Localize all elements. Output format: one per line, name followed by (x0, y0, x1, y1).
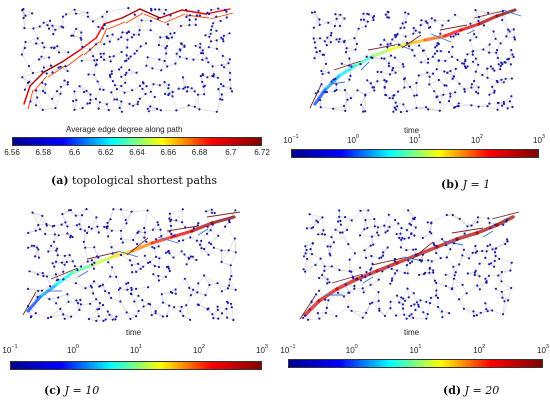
network-nodes (20, 7, 234, 113)
colorbar-b (291, 149, 539, 158)
colorbar-tick-label: 103 (533, 134, 545, 145)
colorbar-title-c: time (126, 328, 142, 337)
network-plot-b (309, 8, 522, 114)
colorbar-tick-label: 10−1 (283, 134, 299, 145)
caption-letter-b: (b) (441, 178, 460, 191)
caption-letter-d: (d) (443, 384, 462, 397)
colorbar-tick-label: 6.68 (191, 148, 208, 157)
caption-text-a: topological shortest paths (72, 174, 218, 187)
colorbar-tick-label: 6.62 (97, 148, 114, 157)
colorbar-tick-label: 6.6 (68, 148, 81, 157)
colorbar-tick-label: 100 (67, 344, 79, 355)
panel-c: time 10−1 100 101 102 103 (c) J = 10 (0, 201, 275, 403)
colorbar-tick-label: 102 (473, 344, 486, 355)
caption-c: (c) J = 10 (44, 384, 99, 397)
colorbar-d (288, 359, 543, 368)
colorbar-tick-label: 100 (347, 134, 359, 145)
panel-a: Average edge degree along path 6.56 6.58 6… (0, 0, 275, 201)
panel-b: time 10−1 100 101 102 103 (b) J = 1 (275, 0, 550, 201)
network-nodes (310, 9, 516, 114)
colorbar-tick-label: 101 (130, 344, 142, 355)
caption-letter-c: (c) (44, 384, 62, 397)
colorbar-title-a: Average edge degree along path (66, 125, 183, 134)
caption-b: (b) J = 1 (441, 178, 490, 191)
network-nodes (27, 208, 237, 322)
colorbar-c (10, 361, 262, 370)
network-plot-d (299, 209, 520, 321)
colorbar-a (12, 137, 262, 146)
highlighted-path (309, 8, 522, 109)
caption-eq-b: J = 1 (462, 178, 491, 191)
colorbar-tick-label: 102 (193, 344, 205, 355)
caption-eq-d: J = 20 (464, 384, 500, 397)
highlighted-path (299, 211, 520, 320)
colorbar-tick-label: 101 (409, 134, 421, 145)
network-plot-c (22, 208, 241, 322)
colorbar-tick-label: 10−1 (280, 344, 296, 355)
network-nodes (302, 209, 513, 321)
colorbar-title-b: time (404, 126, 420, 135)
colorbar-tick-label: 101 (409, 344, 422, 355)
colorbar-tick-label: 6.7 (225, 148, 237, 157)
colorbar-tick-label: 10−1 (2, 344, 18, 355)
caption-eq-c: J = 10 (64, 384, 100, 397)
colorbar-tick-label: 6.64 (129, 148, 145, 157)
colorbar-tick-label: 6.58 (35, 148, 52, 157)
colorbar-tick-label: 6.66 (160, 148, 177, 157)
colorbar-tick-label: 103 (256, 344, 268, 355)
caption-a: (a) topological shortest paths (51, 174, 217, 187)
colorbar-tick-label: 103 (537, 344, 549, 355)
panel-d: time 10−1 100 101 102 103 (d) J = 20 (275, 201, 550, 403)
colorbar-tick-label: 6.56 (4, 148, 20, 157)
colorbar-tick-label: 100 (345, 344, 358, 355)
colorbar-title-d: time (404, 328, 420, 337)
colorbar-tick-label: 6.72 (254, 148, 270, 157)
network-plot-a (20, 7, 234, 113)
caption-letter-a: (a) (51, 174, 69, 187)
caption-d: (d) J = 20 (443, 384, 499, 397)
colorbar-tick-label: 102 (471, 134, 483, 145)
